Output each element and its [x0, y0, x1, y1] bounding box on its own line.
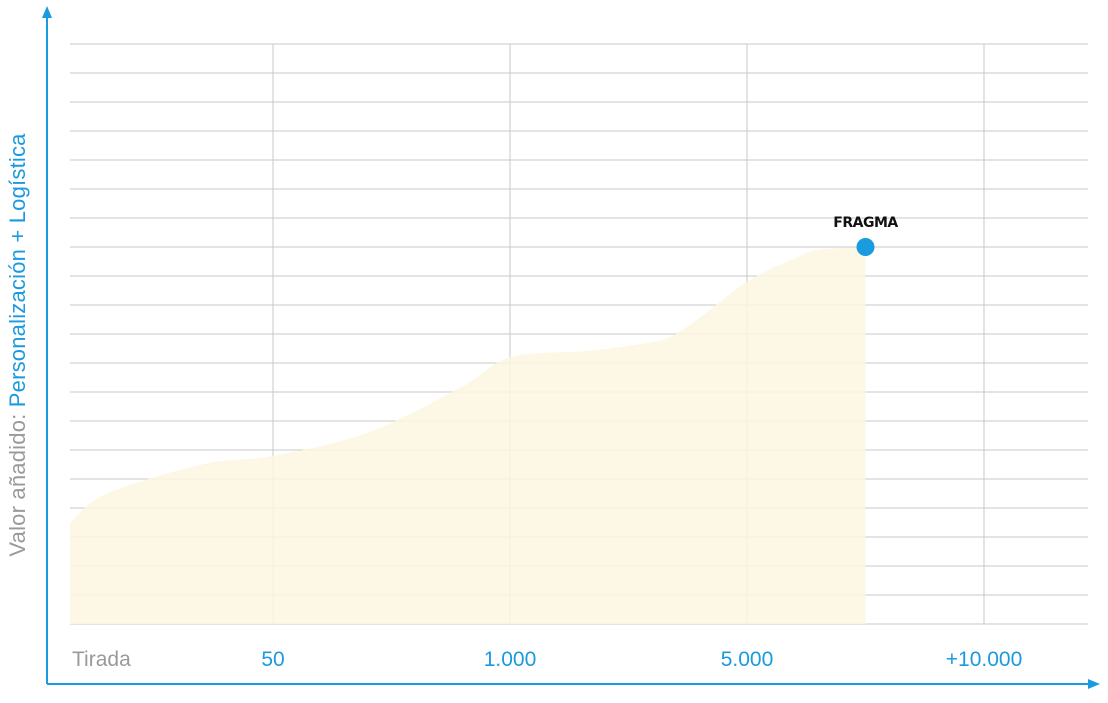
y-axis-arrow	[42, 6, 52, 18]
x-tick-label: 5.000	[721, 648, 774, 671]
x-axis-label: Tirada	[72, 648, 131, 671]
y-axis-label-prefix: Valor añadido:	[5, 413, 30, 557]
data-point-marker	[856, 238, 875, 256]
x-tick-label: +10.000	[946, 648, 1023, 671]
marker-logo-label: FRAGMA	[833, 215, 898, 231]
x-axis-arrow	[1088, 679, 1100, 689]
y-axis-label-main: Personalización + Logística	[5, 133, 30, 408]
x-ticks: Tirada 50 1.000 5.000 +10.000	[72, 648, 1022, 671]
y-axis-label: Valor añadido: Personalización + Logísti…	[4, 90, 32, 600]
x-tick-label: 1.000	[484, 648, 537, 671]
area-fill	[70, 247, 866, 624]
axes	[42, 6, 1100, 689]
marker-group: FRAGMA	[833, 215, 899, 256]
x-tick-label: 50	[261, 648, 284, 671]
